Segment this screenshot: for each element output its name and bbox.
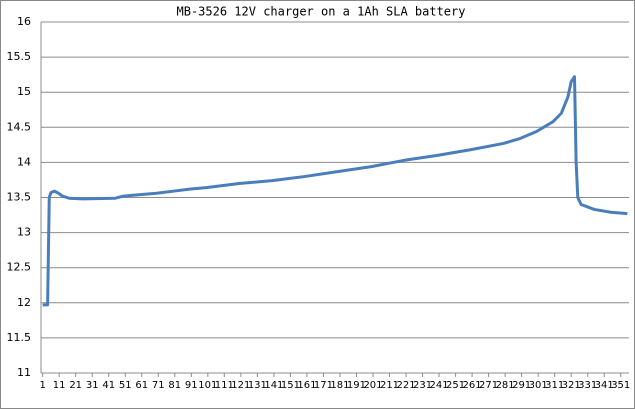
x-tick-label: 91 <box>185 380 198 391</box>
x-tick-label: 291 <box>512 380 531 391</box>
y-tick-label: 15 <box>17 85 31 98</box>
x-tick-label: 1 <box>39 380 45 391</box>
x-tick-label: 161 <box>297 380 316 391</box>
x-tick-label: 51 <box>119 380 132 391</box>
x-tick-label: 171 <box>314 380 333 391</box>
y-tick-label: 14.5 <box>7 120 32 133</box>
x-tick-label: 21 <box>69 380 82 391</box>
x-tick-label: 331 <box>578 380 597 391</box>
x-tick-label: 271 <box>479 380 498 391</box>
x-tick-label: 251 <box>446 380 465 391</box>
x-tick-label: 301 <box>529 380 548 391</box>
x-tick-label: 131 <box>248 380 267 391</box>
x-tick-label: 241 <box>430 380 449 391</box>
x-tick-label: 321 <box>562 380 581 391</box>
x-tick-label: 61 <box>135 380 148 391</box>
x-tick-label: 141 <box>264 380 283 391</box>
x-tick-label: 41 <box>102 380 115 391</box>
y-tick-label: 13.5 <box>7 191 32 204</box>
x-tick-label: 11 <box>53 380 66 391</box>
x-tick-label: 351 <box>611 380 630 391</box>
x-tick-label: 281 <box>496 380 515 391</box>
y-tick-label: 16 <box>17 15 31 28</box>
x-tick-label: 181 <box>330 380 349 391</box>
y-tick-label: 12 <box>17 296 31 309</box>
x-tick-label: 231 <box>413 380 432 391</box>
x-tick-label: 201 <box>363 380 382 391</box>
x-tick-label: 121 <box>231 380 250 391</box>
x-tick-label: 71 <box>152 380 165 391</box>
x-tick-label: 221 <box>396 380 415 391</box>
x-tick-label: 311 <box>545 380 564 391</box>
x-tick-label: 191 <box>347 380 366 391</box>
x-tick-label: 261 <box>463 380 482 391</box>
x-tick-label: 211 <box>380 380 399 391</box>
y-tick-label: 11.5 <box>7 331 32 344</box>
x-tick-label: 81 <box>168 380 181 391</box>
x-tick-label: 341 <box>595 380 614 391</box>
x-tick-label: 151 <box>281 380 300 391</box>
y-tick-label: 12.5 <box>7 261 32 274</box>
x-tick-label: 101 <box>198 380 217 391</box>
y-tick-label: 11 <box>17 366 31 379</box>
y-tick-label: 13 <box>17 226 31 239</box>
x-tick-label: 111 <box>215 380 234 391</box>
line <box>42 75 628 307</box>
x-tick-label: 31 <box>86 380 99 391</box>
chart-title: MB-3526 12V charger on a 1Ah SLA battery <box>177 5 466 19</box>
y-tick-label: 14 <box>17 155 31 168</box>
y-tick-label: 15.5 <box>7 50 32 63</box>
